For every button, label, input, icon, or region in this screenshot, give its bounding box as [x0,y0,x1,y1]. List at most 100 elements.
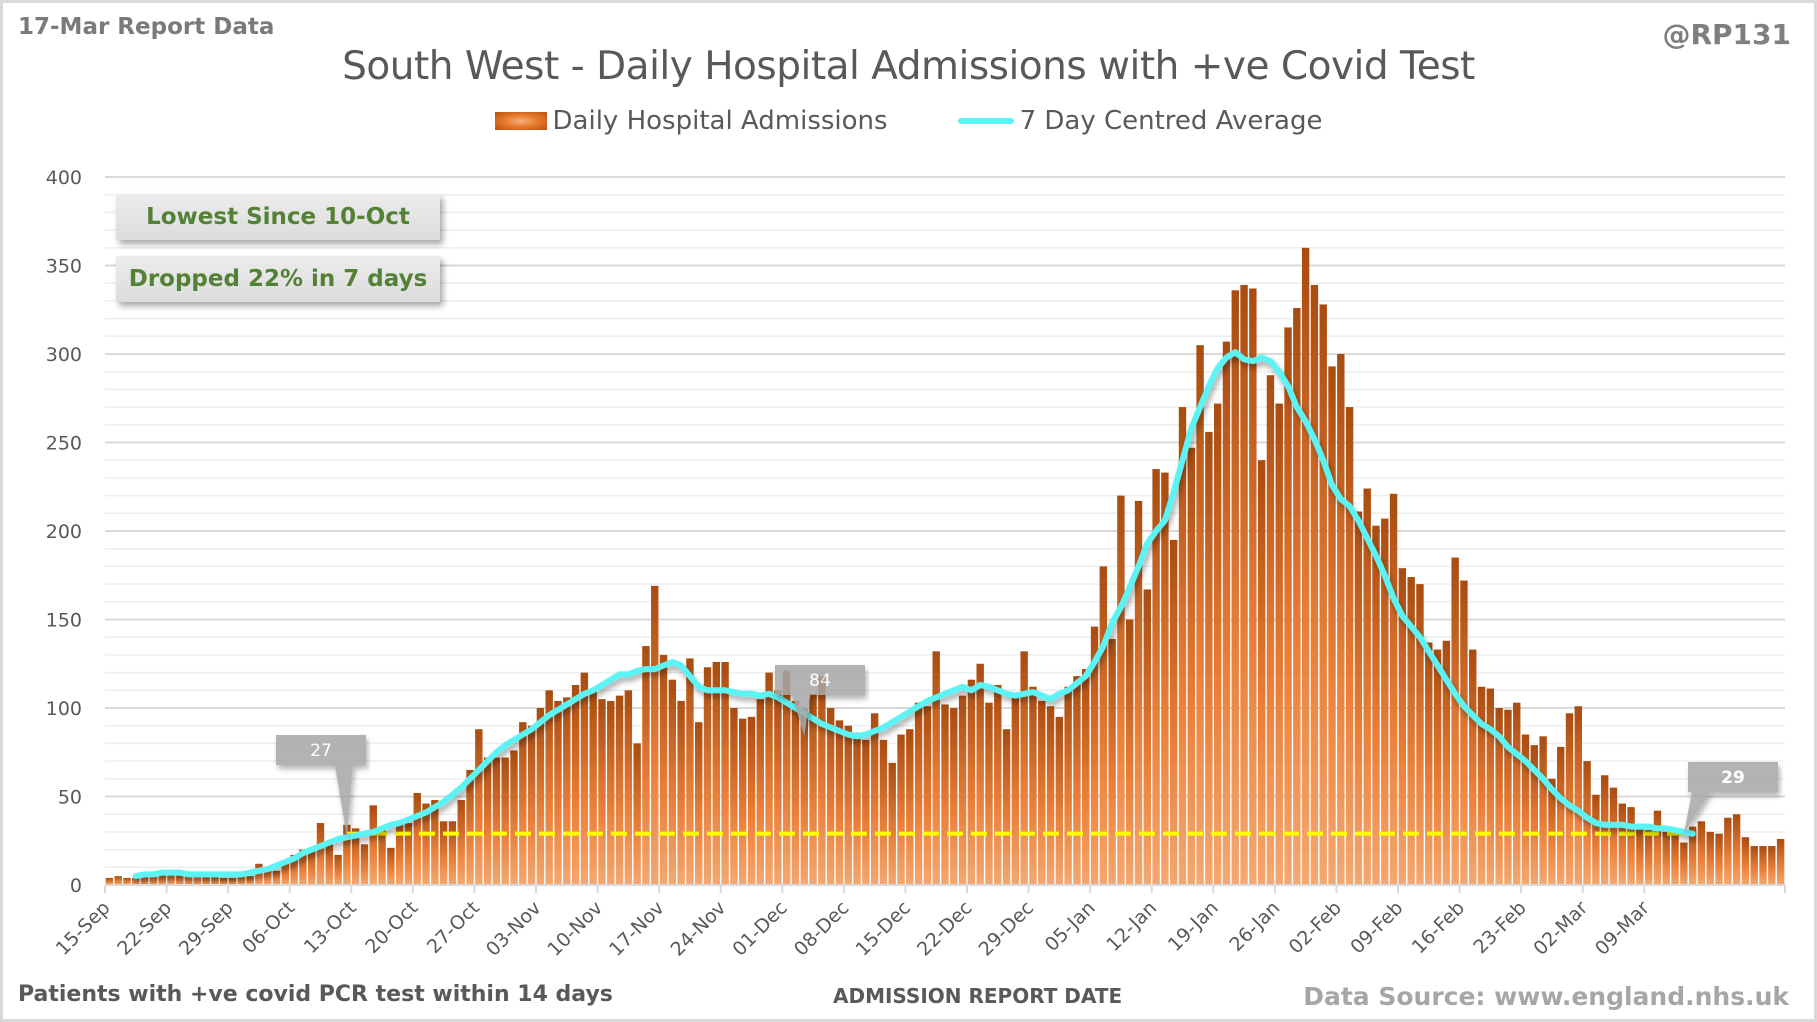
bar [1592,794,1600,885]
bar [1574,706,1582,885]
legend-item-average[interactable]: 7 Day Centred Average [957,106,1323,136]
bar [1407,577,1415,885]
callout-box [1688,762,1778,792]
bar [1565,713,1574,885]
bar [1741,837,1750,885]
y-tick-label: 0 [70,875,82,897]
bar [1029,686,1037,885]
bar [1328,366,1336,885]
bar [176,874,184,885]
callout-84: 84 [775,665,865,737]
bar [202,876,210,885]
callout-pointer [1683,792,1710,834]
bar [791,700,800,885]
callout-29: 29 [1683,762,1778,834]
bar [316,823,325,885]
bar [1732,814,1741,885]
bar [1275,403,1283,885]
bar [1425,642,1433,885]
x-tick-label: 06-Oct [238,897,299,958]
bar [1319,304,1327,885]
x-tick-label: 01-Dec [728,897,792,961]
footer-note: Patients with +ve covid PCR test within … [18,982,613,1007]
legend-label-average: 7 Day Centred Average [1019,106,1323,136]
x-tick-label: 22-Sep [113,897,176,960]
callout-27: 27 [276,735,366,838]
bar [1653,810,1662,885]
bar [994,684,1002,885]
bar [1583,761,1591,885]
x-tick-label: 29-Dec [975,897,1039,961]
bar [853,732,861,885]
bar [651,585,659,885]
bar [308,847,316,885]
x-tick-label: 29-Sep [175,897,238,960]
y-tick-label: 250 [46,433,82,455]
bar [1002,729,1011,885]
bar [140,876,149,885]
x-tick-label: 08-Dec [790,897,854,961]
x-tick-label: 10-Nov [543,897,607,961]
bar [826,708,835,885]
bar [1301,247,1310,886]
bar [351,828,360,885]
bar [1169,539,1178,885]
x-tick-label: 09-Mar [1591,897,1654,960]
bar [1715,833,1723,885]
bar [914,702,923,885]
bar [633,743,641,885]
x-tick-label: 12-Jan [1102,897,1161,956]
x-tick-label: 17-Nov [605,897,669,961]
bar [1082,669,1090,885]
bar [184,874,193,885]
bar [765,672,773,885]
y-tick-label: 100 [46,698,82,720]
bar [712,661,721,885]
bar [1345,407,1354,885]
bar [457,800,465,885]
bar [1724,817,1732,885]
bar [624,690,633,885]
bar [554,700,562,885]
bar [1161,472,1169,885]
x-tick-label: 05-Jan [1041,897,1100,956]
bar [1187,447,1195,885]
bar [149,874,158,885]
bar [1662,831,1670,885]
y-tick-label: 350 [46,256,82,278]
bar [967,679,976,885]
bar [1073,676,1081,885]
x-tick-label: 27-Oct [423,897,484,958]
bar [281,860,290,885]
annotation-lowest-since: Lowest Since 10-Oct [116,194,440,240]
bar [237,874,246,885]
callout-pointer [334,765,353,838]
x-tick-label: 15-Dec [851,897,915,961]
legend-item-bars[interactable]: Daily Hospital Admissions [494,106,888,136]
bar [220,877,228,885]
bar [1152,469,1160,885]
bar [1768,846,1776,885]
bar [1038,700,1046,885]
bar [413,792,421,885]
bar [756,699,764,885]
x-tick-label: 02-Mar [1529,897,1592,960]
bar [114,876,122,885]
bar [360,844,369,885]
x-tick-label: 19-Jan [1164,897,1223,956]
bar [1477,686,1486,885]
x-axis-title: ADMISSION REPORT DATE [833,984,1123,1008]
bar [1055,716,1064,885]
bar [668,679,677,885]
bar-swatch-icon [494,112,547,130]
bar [343,824,351,885]
bar [1644,830,1653,885]
bar [255,863,263,885]
report-date-label: 17-Mar Report Data [18,14,275,40]
bar [607,700,615,885]
bar [1284,327,1292,885]
bar [1205,431,1213,885]
bar [448,821,457,885]
bar [1504,709,1512,885]
